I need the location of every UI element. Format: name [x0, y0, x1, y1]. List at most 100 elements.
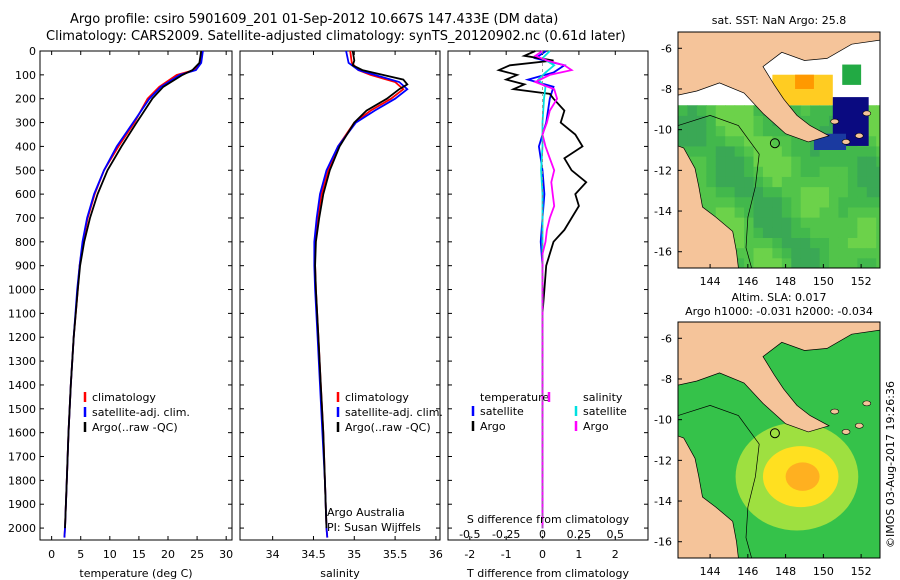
sst-cell: [866, 186, 877, 198]
sst-cell: [734, 186, 745, 198]
sst-cell: [734, 166, 745, 177]
sst-cell: [753, 257, 764, 268]
sst-cell: [772, 257, 783, 268]
map-xtick-label: 146: [737, 565, 758, 578]
sst-cell: [744, 186, 755, 198]
depth-contour: [678, 405, 760, 558]
sst-cell: [819, 115, 830, 127]
sst-cell: [791, 257, 802, 268]
sst-cell: [876, 145, 880, 157]
sst-cell: [734, 206, 745, 218]
sst-cell: [857, 156, 868, 167]
sst-cell: [866, 125, 877, 137]
land-new-guinea: [678, 322, 880, 433]
sst-cell: [876, 135, 880, 147]
sst-cell: [753, 125, 764, 137]
legend-label: satellite-adj. clim.: [345, 406, 443, 419]
sst-cell: [800, 196, 811, 208]
legend-label: satellite: [480, 405, 524, 418]
sst-cell: [857, 145, 868, 157]
sst-cell: [772, 145, 783, 157]
sst-cell: [762, 196, 773, 208]
sst-cell: [857, 247, 868, 259]
map-xtick-label: 150: [813, 275, 834, 288]
ytick-label: 400: [15, 140, 36, 153]
sst-cell: [876, 166, 880, 177]
sst-cell: [838, 156, 849, 167]
legend-title-temperature: temperature: [480, 391, 549, 404]
sst-cell: [810, 247, 821, 259]
sst-cell: [725, 186, 736, 198]
sst-cell: [819, 257, 830, 268]
map-ytick-label: -6: [661, 42, 672, 55]
ytick-label: 1300: [8, 355, 36, 368]
sst-cell: [715, 176, 726, 188]
sst-cell: [866, 176, 877, 188]
xtick-label: 0: [48, 548, 55, 561]
map-body: [678, 322, 880, 558]
map-xtick-label: 152: [851, 275, 872, 288]
sst-cell: [706, 196, 717, 208]
sst-cell: [838, 186, 849, 198]
sst-cell: [819, 227, 830, 238]
ytick-label: 1900: [8, 498, 36, 511]
xtick-label: 30: [219, 548, 233, 561]
xtick-label: 2: [612, 548, 619, 561]
map-ytick-label: -14: [654, 495, 672, 508]
land-island: [854, 422, 864, 429]
sst-cell: [678, 135, 688, 147]
xtick-label: -1: [501, 548, 512, 561]
sst-cell: [819, 237, 830, 249]
sst-cell: [725, 135, 736, 147]
sst-cell: [800, 145, 811, 157]
sst-cell: [725, 196, 736, 208]
sst-cell: [847, 145, 858, 157]
sst-cell: [715, 115, 726, 127]
sst-cell: [762, 247, 773, 259]
sst-cell: [715, 125, 726, 137]
sst-cell: [847, 186, 858, 198]
sst-cell: [753, 237, 764, 249]
sst-cell: [781, 135, 792, 147]
legend-label: Argo(..raw -QC): [92, 421, 178, 434]
sst-cell: [810, 237, 821, 249]
map-subtitle: Argo h1000: -0.031 h2000: -0.034: [685, 305, 873, 318]
sst-cell: [687, 105, 698, 116]
legend-label: Argo: [480, 420, 506, 433]
sst-cell: [829, 166, 839, 177]
sst-cell: [876, 156, 880, 167]
float-position-marker: [769, 428, 780, 439]
sst-cell: [715, 206, 726, 218]
sst-cell: [838, 227, 849, 238]
title-line-2: Climatology: CARS2009. Satellite-adjuste…: [46, 29, 626, 44]
sst-cell: [819, 196, 830, 208]
map-xtick-label: 148: [775, 565, 796, 578]
sst-cell: [800, 257, 811, 268]
sst-cell: [706, 105, 717, 116]
xtick-label: 36: [429, 548, 443, 561]
sst-cell: [762, 135, 773, 147]
map-ytick-label: -16: [654, 246, 672, 259]
sst-cell: [791, 217, 802, 228]
sst-cell: [819, 105, 830, 116]
sst-cell: [744, 125, 755, 137]
sst-cell: [829, 206, 839, 218]
xtick-label: 20: [161, 548, 175, 561]
sst-cell: [696, 176, 707, 188]
sst-cell: [819, 206, 830, 218]
sst-cell: [696, 145, 707, 157]
ytick-label: 1000: [8, 284, 36, 297]
map-title: Altim. SLA: 0.017: [731, 291, 826, 304]
sst-cell: [847, 196, 858, 208]
sst-cell: [772, 176, 783, 188]
sst-cell: [696, 105, 707, 116]
sst-cell: [838, 237, 849, 249]
sst-cell: [876, 176, 880, 188]
sst-cell: [791, 247, 802, 259]
sst-cell: [696, 135, 707, 147]
land-island: [854, 132, 864, 139]
sst-cell: [810, 227, 821, 238]
sst-cell: [744, 257, 755, 268]
sst-cell: [810, 115, 821, 127]
